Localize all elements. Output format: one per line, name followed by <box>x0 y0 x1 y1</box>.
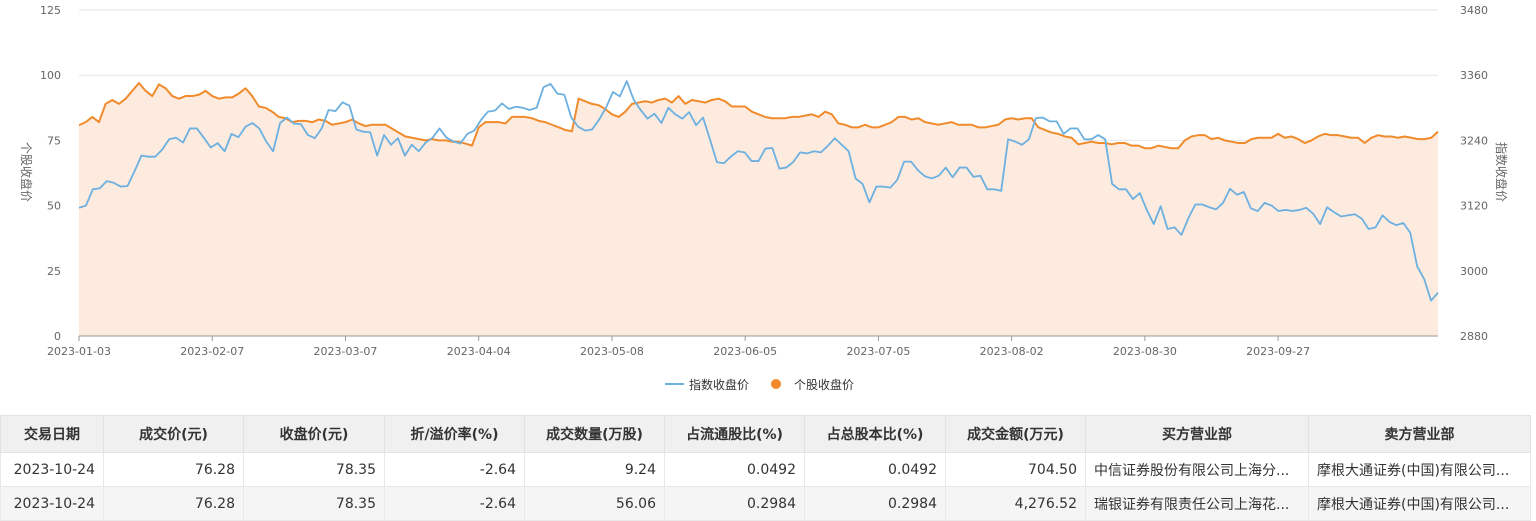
y-tick-right: 3120 <box>1460 200 1488 213</box>
y-axis-label-right: 指数收盘价 <box>1494 142 1509 202</box>
col-header-amount: 成交金额(万元) <box>945 415 1086 453</box>
cell-seller[interactable]: 摩根大通证券(中国)有限公司... <box>1308 486 1531 521</box>
col-header-close-price: 收盘价(元) <box>243 415 385 453</box>
x-tick-label: 2023-01-03 <box>47 345 111 358</box>
cell-premium-rate: -2.64 <box>384 452 525 487</box>
y-tick-left: 25 <box>47 265 61 278</box>
cell-trade-price: 76.28 <box>103 486 244 521</box>
x-tick-label: 2023-04-04 <box>447 345 511 358</box>
x-tick-label: 2023-09-27 <box>1246 345 1310 358</box>
chart-area: 0 25 50 75 100 125 2880 3000 3120 3240 3360 3480 202… <box>19 4 1509 392</box>
y-tick-right: 3000 <box>1460 265 1488 278</box>
line-layer <box>78 80 1439 302</box>
line-chart: 0 25 50 75 100 125 2880 3000 3120 3240 3360 3480 202… <box>19 4 1509 392</box>
cell-premium-rate: -2.64 <box>384 486 525 521</box>
stock-area-fill <box>79 83 1438 337</box>
legend[interactable]: 指数收盘价 个股收盘价 <box>665 377 854 392</box>
cell-float-ratio: 0.2984 <box>664 486 805 521</box>
axis-layer: 0 25 50 75 100 125 2880 3000 3120 3240 3360 3480 202… <box>40 4 1488 358</box>
legend-item-stock[interactable]: 个股收盘价 <box>771 377 854 392</box>
legend-stock-label: 个股收盘价 <box>794 377 854 392</box>
table-header-row: 交易日期 成交价(元) 收盘价(元) 折/溢价率(%) 成交数量(万股) 占流通… <box>0 415 1531 453</box>
y-tick-right: 2880 <box>1460 330 1488 343</box>
cell-trade-date: 2023-10-24 <box>0 486 104 521</box>
cell-close-price: 78.35 <box>243 486 385 521</box>
col-header-total-ratio: 占总股本比(%) <box>804 415 946 453</box>
y-tick-right: 3360 <box>1460 69 1488 82</box>
y-tick-left: 50 <box>47 200 61 213</box>
x-tick-label: 2023-02-07 <box>180 345 244 358</box>
x-tick-label: 2023-07-05 <box>846 345 910 358</box>
table-row: 2023-10-24 76.28 78.35 -2.64 56.06 0.298… <box>0 486 1531 521</box>
area-layer <box>79 83 1438 337</box>
block-trade-table-container: 交易日期 成交价(元) 收盘价(元) 折/溢价率(%) 成交数量(万股) 占流通… <box>0 415 1536 521</box>
col-header-trade-price: 成交价(元) <box>103 415 244 453</box>
cell-amount: 4,276.52 <box>945 486 1086 521</box>
y-tick-right: 3480 <box>1460 4 1488 17</box>
series-line-index <box>78 80 1439 302</box>
col-header-premium-rate: 折/溢价率(%) <box>384 415 525 453</box>
y-tick-left: 100 <box>40 69 61 82</box>
y-tick-right: 3240 <box>1460 134 1488 147</box>
series-line-stock <box>78 82 1439 150</box>
cell-buyer[interactable]: 中信证券股份有限公司上海分... <box>1085 452 1309 487</box>
col-header-buyer: 买方营业部 <box>1085 415 1309 453</box>
x-tick-label: 2023-06-05 <box>713 345 777 358</box>
cell-total-ratio: 0.2984 <box>804 486 946 521</box>
col-header-volume: 成交数量(万股) <box>524 415 665 453</box>
col-header-float-ratio: 占流通股比(%) <box>664 415 805 453</box>
legend-item-index[interactable]: 指数收盘价 <box>665 377 749 392</box>
cell-seller[interactable]: 摩根大通证券(中国)有限公司... <box>1308 452 1531 487</box>
x-tick-label: 2023-08-02 <box>980 345 1044 358</box>
cell-trade-date: 2023-10-24 <box>0 452 104 487</box>
block-trade-table: 交易日期 成交价(元) 收盘价(元) 折/溢价率(%) 成交数量(万股) 占流通… <box>0 415 1531 521</box>
col-header-trade-date: 交易日期 <box>0 415 104 453</box>
table-row: 2023-10-24 76.28 78.35 -2.64 9.24 0.0492… <box>0 452 1531 487</box>
y-tick-left: 75 <box>47 134 61 147</box>
y-axis-label-left: 个股收盘价 <box>19 142 34 202</box>
y-tick-left: 0 <box>54 330 61 343</box>
x-tick-label: 2023-03-07 <box>314 345 378 358</box>
cell-buyer[interactable]: 瑞银证券有限责任公司上海花... <box>1085 486 1309 521</box>
col-header-seller: 卖方营业部 <box>1308 415 1531 453</box>
legend-stock-swatch <box>771 379 781 389</box>
cell-float-ratio: 0.0492 <box>664 452 805 487</box>
x-tick-label: 2023-05-08 <box>580 345 644 358</box>
y-tick-left: 125 <box>40 4 61 17</box>
cell-volume: 56.06 <box>524 486 665 521</box>
cell-volume: 9.24 <box>524 452 665 487</box>
x-tick-label: 2023-08-30 <box>1113 345 1177 358</box>
cell-trade-price: 76.28 <box>103 452 244 487</box>
cell-total-ratio: 0.0492 <box>804 452 946 487</box>
legend-index-label: 指数收盘价 <box>689 377 749 392</box>
cell-amount: 704.50 <box>945 452 1086 487</box>
cell-close-price: 78.35 <box>243 452 385 487</box>
